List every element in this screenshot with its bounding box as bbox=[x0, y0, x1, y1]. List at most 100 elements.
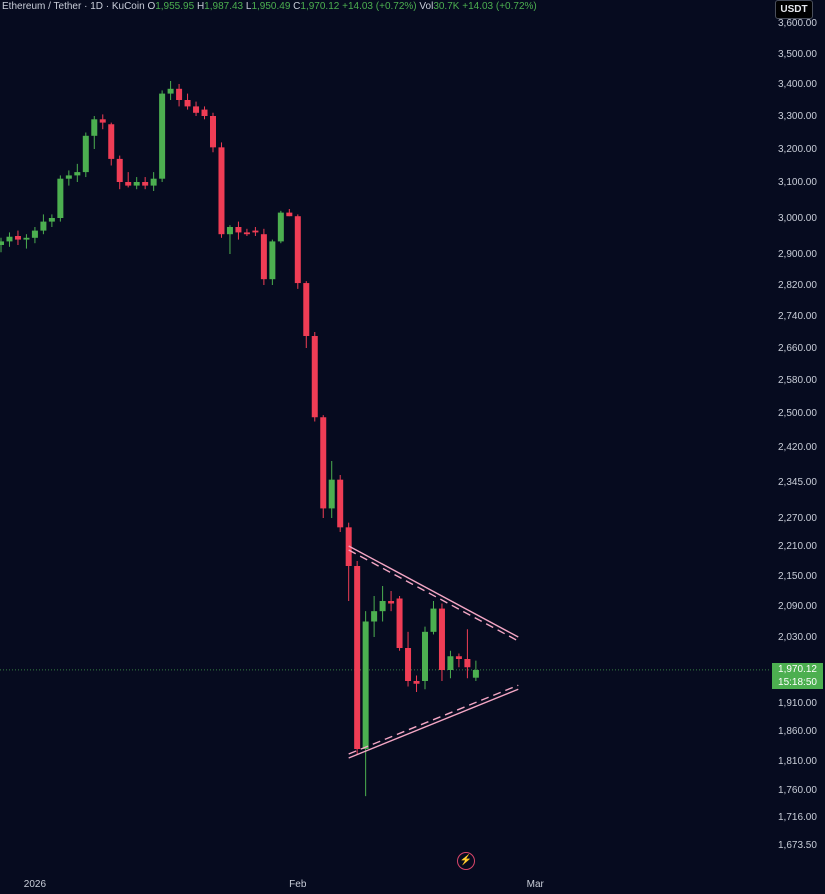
candle-body bbox=[252, 230, 259, 233]
y-axis-tick-label: 3,500.00 bbox=[778, 49, 817, 60]
candle-body bbox=[0, 241, 4, 245]
candle[interactable] bbox=[167, 81, 174, 100]
candle[interactable] bbox=[422, 626, 428, 690]
candle[interactable] bbox=[371, 596, 378, 637]
candle[interactable] bbox=[328, 461, 335, 518]
candle[interactable] bbox=[413, 675, 420, 693]
triangle-lower-line[interactable] bbox=[348, 688, 519, 759]
candle[interactable] bbox=[226, 225, 233, 254]
candle[interactable] bbox=[0, 237, 4, 253]
candle-body bbox=[176, 88, 183, 100]
x-axis-tick-label: Feb bbox=[289, 879, 307, 890]
candle[interactable] bbox=[286, 209, 293, 217]
y-axis-tick-label: 1,860.00 bbox=[778, 726, 817, 737]
candle[interactable] bbox=[150, 172, 157, 191]
candle[interactable] bbox=[31, 227, 38, 244]
candle[interactable] bbox=[91, 116, 98, 149]
candle[interactable] bbox=[464, 629, 471, 679]
candle[interactable] bbox=[14, 230, 21, 245]
candle-body bbox=[31, 230, 38, 238]
candle[interactable] bbox=[472, 660, 479, 681]
candle[interactable] bbox=[430, 601, 437, 635]
candle[interactable] bbox=[362, 611, 369, 797]
y-axis-tick-label: 2,580.00 bbox=[778, 375, 817, 386]
candle-body bbox=[286, 212, 293, 217]
candle[interactable] bbox=[243, 228, 250, 236]
candle[interactable] bbox=[345, 522, 352, 601]
candle[interactable] bbox=[176, 84, 183, 107]
candle[interactable] bbox=[108, 122, 115, 166]
candle[interactable] bbox=[193, 101, 200, 116]
y-axis-tick-label: 2,900.00 bbox=[778, 249, 817, 260]
candle[interactable] bbox=[48, 214, 55, 227]
candle[interactable] bbox=[320, 415, 327, 518]
triangle-lower-line-dashed[interactable] bbox=[348, 684, 519, 755]
candle[interactable] bbox=[337, 475, 344, 532]
candle[interactable] bbox=[438, 603, 445, 682]
y-axis-tick-label: 2,820.00 bbox=[778, 280, 817, 291]
currency-unit-button[interactable]: USDT bbox=[775, 0, 813, 19]
candle[interactable] bbox=[184, 93, 191, 110]
candle[interactable] bbox=[379, 586, 386, 622]
candle[interactable] bbox=[201, 106, 208, 120]
current-price-tag: 1,970.12 bbox=[772, 663, 823, 676]
candle-body bbox=[362, 621, 369, 749]
candle[interactable] bbox=[354, 561, 361, 755]
symbol-label[interactable]: Ethereum / Tether · 1D · KuCoin bbox=[2, 1, 145, 12]
y-axis-tick-label: 3,100.00 bbox=[778, 177, 817, 188]
y-axis-tick-label: 2,270.00 bbox=[778, 513, 817, 524]
candle[interactable] bbox=[303, 281, 310, 348]
open-value: 1,955.95 bbox=[155, 1, 195, 12]
candle[interactable] bbox=[82, 132, 89, 178]
candle[interactable] bbox=[396, 596, 403, 651]
candle[interactable] bbox=[159, 90, 166, 182]
candle[interactable] bbox=[65, 170, 72, 186]
candle[interactable] bbox=[235, 221, 242, 240]
x-axis-tick-label: 2026 bbox=[24, 879, 47, 890]
y-axis-tick-label: 3,200.00 bbox=[778, 144, 817, 155]
candle[interactable] bbox=[210, 112, 216, 153]
candle-body bbox=[430, 608, 437, 632]
candle[interactable] bbox=[294, 214, 301, 289]
candle-body bbox=[108, 124, 115, 159]
y-axis-tick-label: 1,810.00 bbox=[778, 756, 817, 767]
candle[interactable] bbox=[269, 239, 276, 285]
candle[interactable] bbox=[74, 163, 81, 182]
triangle-upper-line[interactable] bbox=[348, 545, 519, 638]
candle[interactable] bbox=[99, 114, 106, 130]
candle-body bbox=[269, 241, 276, 280]
volume-value: 30.7K bbox=[433, 1, 460, 12]
candle-body bbox=[243, 232, 250, 235]
lightning-icon[interactable]: ⚡ bbox=[457, 852, 475, 870]
candle[interactable] bbox=[311, 332, 318, 422]
candle[interactable] bbox=[133, 177, 140, 190]
y-axis-tick-label: 2,500.00 bbox=[778, 408, 817, 419]
candle[interactable] bbox=[218, 142, 225, 238]
candle[interactable] bbox=[142, 177, 149, 190]
candle[interactable] bbox=[40, 214, 47, 235]
triangle-upper-line-dashed[interactable] bbox=[348, 549, 519, 642]
candle[interactable] bbox=[23, 234, 30, 249]
candle[interactable] bbox=[277, 210, 284, 244]
y-axis-tick-label: 2,740.00 bbox=[778, 311, 817, 322]
candle[interactable] bbox=[252, 227, 259, 236]
change-value: +14.03 (+0.72%) bbox=[342, 1, 417, 12]
y-axis-tick-label: 1,673.50 bbox=[778, 840, 817, 851]
y-axis-tick-label: 3,300.00 bbox=[778, 111, 817, 122]
candle[interactable] bbox=[116, 155, 123, 190]
candle-body bbox=[396, 598, 403, 648]
candle-body bbox=[65, 175, 72, 179]
candle-body bbox=[142, 182, 149, 186]
candle[interactable] bbox=[388, 591, 395, 612]
candle[interactable] bbox=[455, 653, 462, 668]
candle-body bbox=[260, 234, 267, 280]
candle[interactable] bbox=[405, 631, 412, 687]
candle[interactable] bbox=[57, 175, 64, 222]
candle[interactable] bbox=[447, 650, 454, 679]
candle[interactable] bbox=[6, 232, 13, 247]
candle[interactable] bbox=[125, 172, 132, 188]
y-axis-tick-label: 3,400.00 bbox=[778, 79, 817, 90]
candle[interactable] bbox=[260, 228, 267, 285]
close-label: C bbox=[293, 1, 301, 12]
